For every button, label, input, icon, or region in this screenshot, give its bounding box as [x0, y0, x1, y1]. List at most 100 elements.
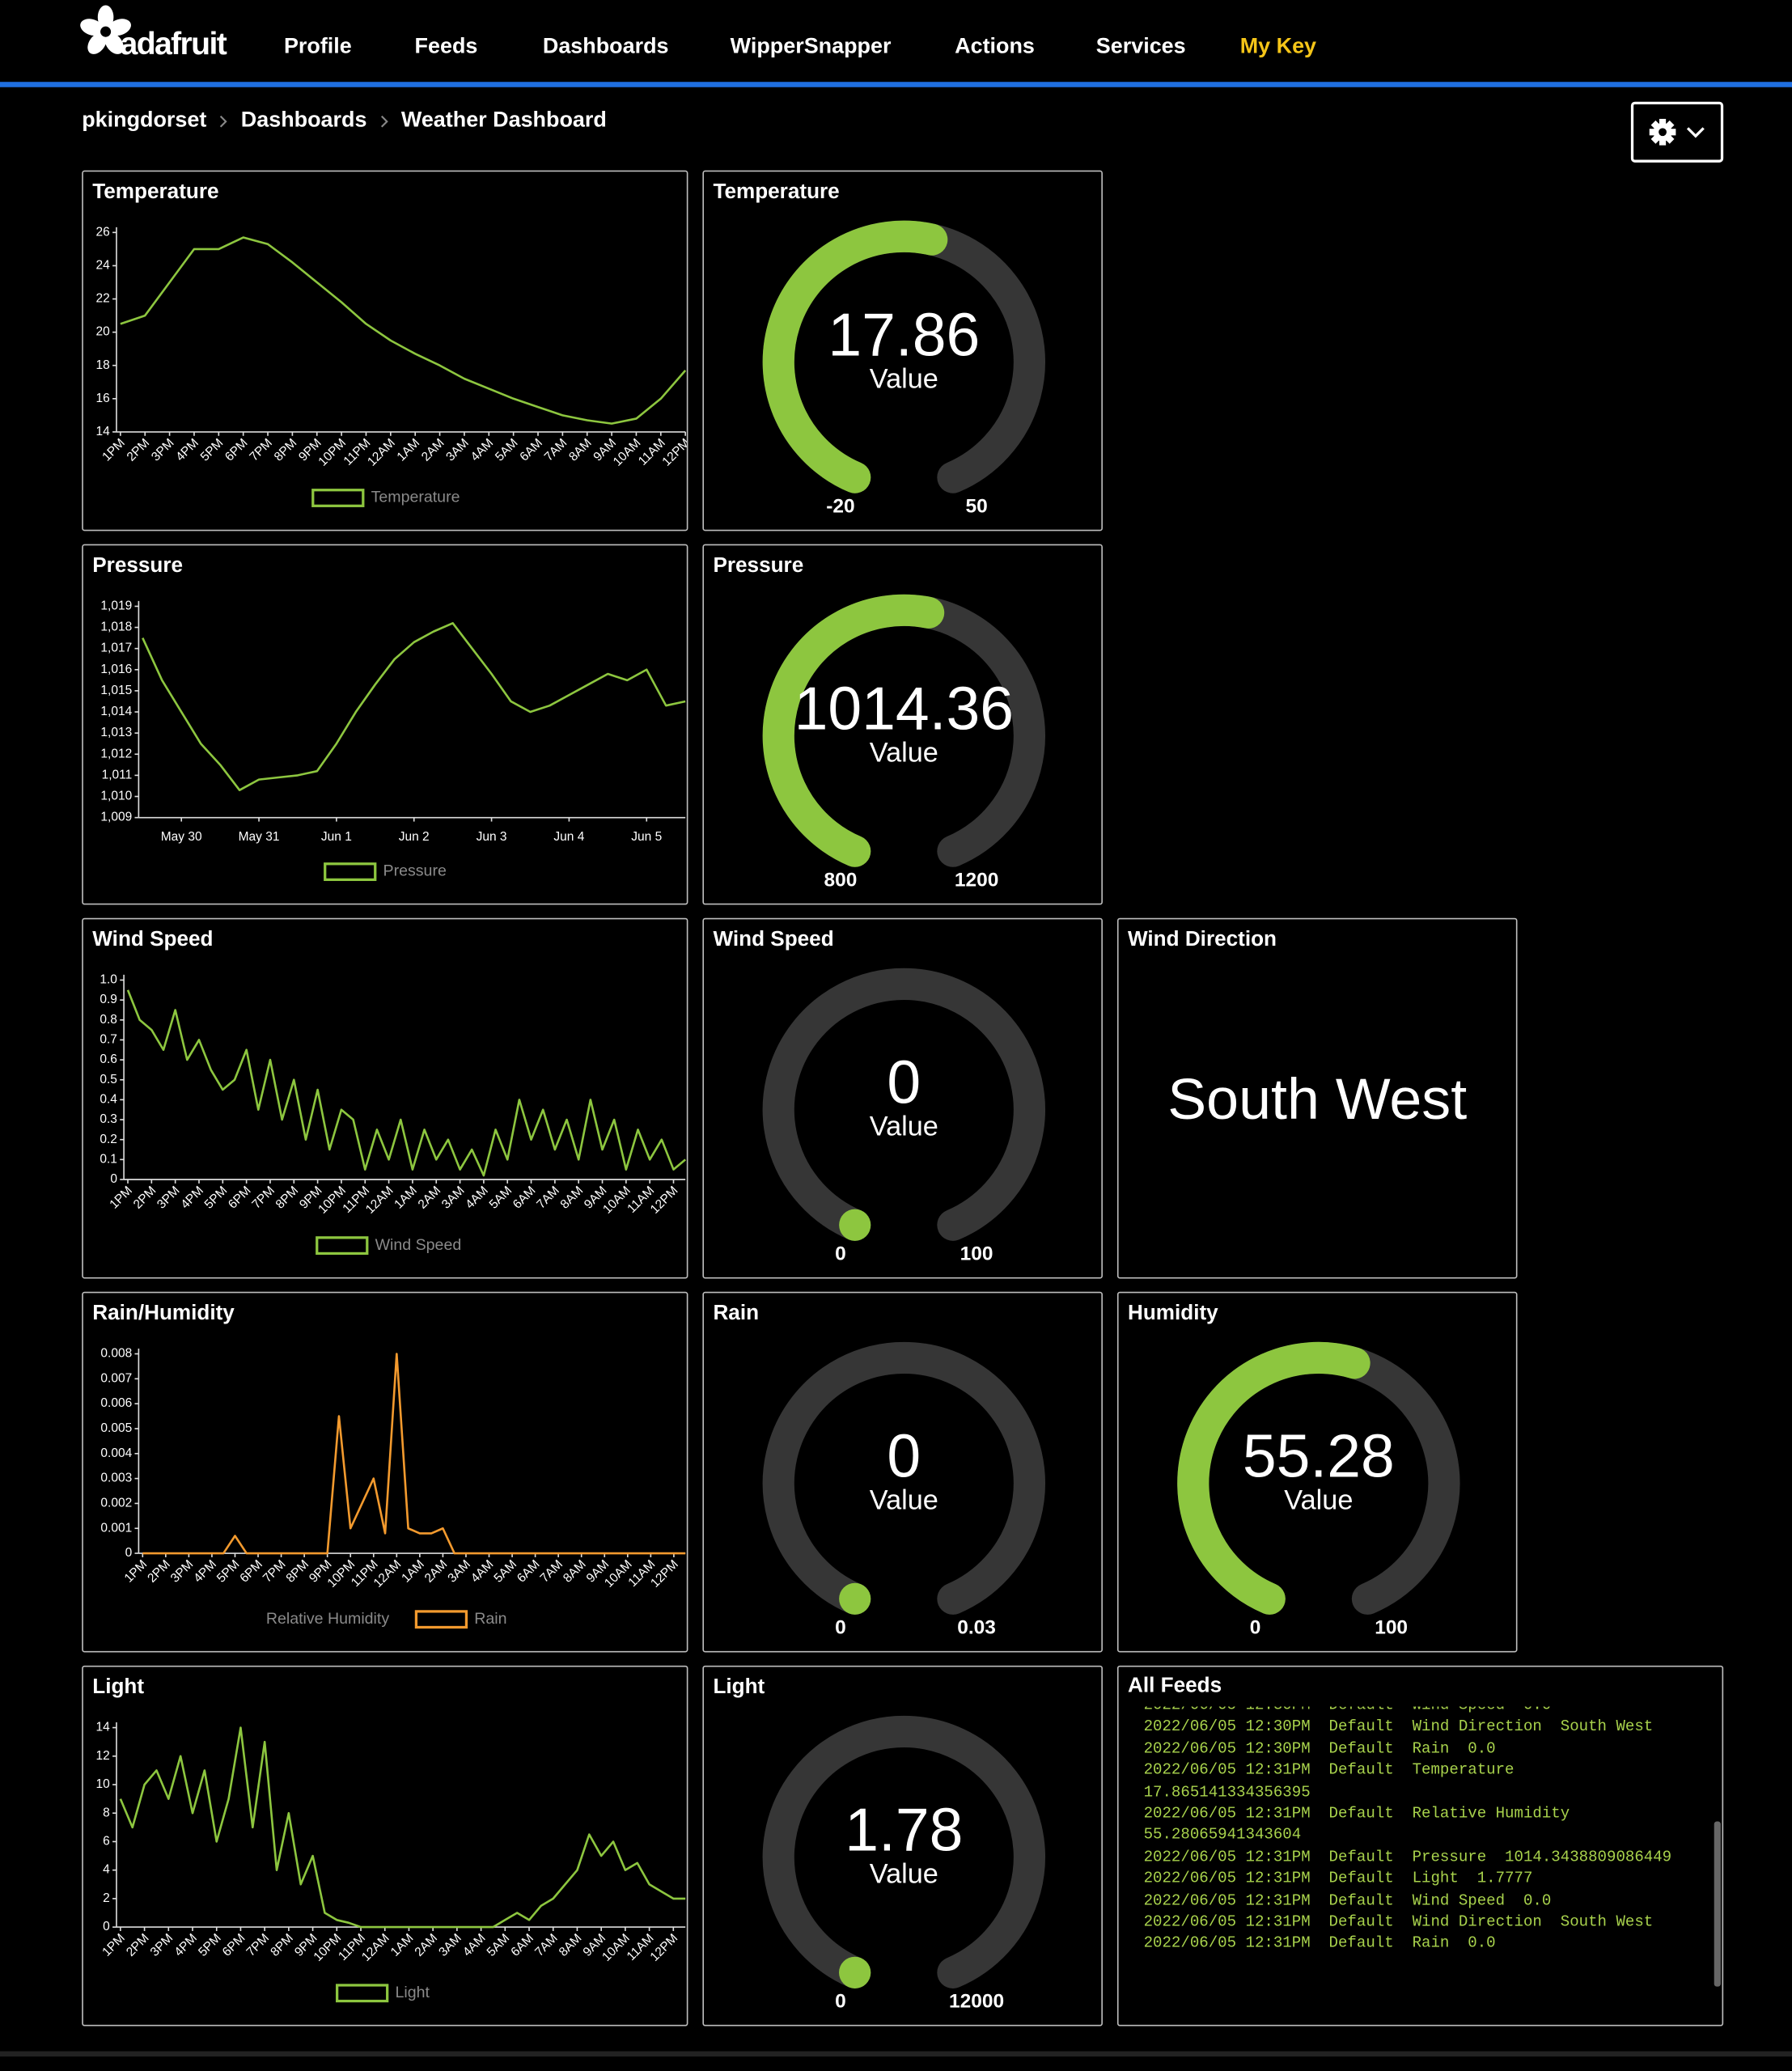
- gauge-value: 17.86: [828, 300, 980, 368]
- x-tick-label: 2PM: [131, 1184, 159, 1212]
- widget-text: South West: [1167, 1067, 1468, 1133]
- nav-link[interactable]: Actions: [955, 34, 1035, 58]
- logo-icon[interactable]: [79, 4, 132, 57]
- y-tick-label: 1,011: [102, 768, 133, 781]
- y-tick-label: 1,012: [100, 747, 132, 760]
- gauge-max: 12000: [949, 1991, 1004, 2013]
- footer-rule: [0, 2051, 1792, 2057]
- crumb[interactable]: pkingdorset: [82, 108, 207, 133]
- gauge-min: 0: [835, 1617, 846, 1639]
- nav-link[interactable]: Profile: [283, 34, 352, 58]
- data-line: [142, 1353, 686, 1555]
- widget-title: Humidity: [1127, 1302, 1218, 1325]
- x-tick-label: 5PM: [202, 1184, 231, 1212]
- feed-lines: 2022/06/05 12:30PM Default Wind Speed 0.…: [1144, 1706, 1672, 1955]
- key-link[interactable]: My Key: [1239, 34, 1317, 58]
- x-tick-label: Jun 2: [399, 830, 430, 844]
- x-tick-label: May 30: [161, 830, 202, 844]
- feed-line: 2022/06/05 12:31PM Default Temperature 1…: [1143, 1760, 1533, 1802]
- x-tick-label: 3PM: [168, 1557, 197, 1586]
- gauge-min: -20: [826, 495, 854, 517]
- x-tick-label: 6PM: [237, 1557, 265, 1586]
- widget-title: Wind Speed: [92, 928, 214, 951]
- widget-title: Rain/Humidity: [92, 1302, 235, 1325]
- nav-link[interactable]: Feeds: [414, 34, 478, 58]
- widget-title: All Feeds: [1127, 1675, 1222, 1698]
- chart: 0 0.001 0.002 0.003 0.004 0.005 0.006 0.007 0.00…: [100, 1347, 686, 1629]
- x-tick-label: 12PM: [648, 1931, 681, 1964]
- gear-icon: [1649, 118, 1705, 146]
- x-tick-label: 3PM: [148, 1931, 176, 1959]
- y-tick-label: 0.1: [100, 1152, 117, 1166]
- y-tick-label: 6: [103, 1835, 110, 1849]
- y-tick-label: 0.5: [100, 1073, 117, 1086]
- gauge-label: Value: [870, 363, 938, 394]
- nav-link[interactable]: WipperSnapper: [730, 34, 892, 58]
- gauge-widget: 55.28 Value 0 100 Humidity: [1116, 1291, 1518, 1653]
- gauge-value: 0: [887, 1422, 921, 1490]
- x-tick-label: 5PM: [214, 1557, 243, 1586]
- gauge-value: 1.78: [845, 1796, 963, 1864]
- legend-label: Rain: [474, 1610, 506, 1628]
- widget-title: Light: [713, 1675, 765, 1699]
- x-tick-label: 10AM: [599, 1931, 633, 1964]
- gauge-arc: [839, 1582, 871, 1615]
- x-tick-label: 4PM: [178, 1184, 206, 1212]
- x-tick-label: 5AM: [493, 436, 521, 464]
- gauge-widget: 0 Value 0 0.03 Rain: [702, 1291, 1103, 1653]
- x-tick-label: Jun 5: [631, 830, 662, 844]
- widget-title: Wind Speed: [713, 928, 834, 951]
- x-tick-label: 4PM: [173, 436, 201, 464]
- x-tick-label: 8PM: [284, 1557, 312, 1586]
- x-tick-label: Jun 4: [553, 830, 584, 844]
- x-tick-label: 12AM: [359, 1931, 392, 1964]
- y-tick-label: 0.3: [100, 1112, 117, 1126]
- gauge-label: Value: [870, 1858, 938, 1889]
- gauge-label: Value: [870, 1484, 938, 1515]
- x-tick-label: 3PM: [155, 1184, 183, 1212]
- gauge-track: [762, 1341, 1045, 1615]
- brand[interactable]: adafruit: [120, 26, 227, 62]
- gauge-label: Value: [870, 737, 938, 768]
- x-tick-label: 7PM: [249, 1184, 277, 1212]
- feed-line: 2022/06/05 12:31PM Default Wind Directio…: [1143, 1912, 1654, 1932]
- y-tick-label: 1,013: [100, 726, 132, 739]
- data-line: [142, 622, 686, 791]
- chart: 0 0.1 0.2 0.3 0.4 0.5 0.6 0.7 0.8 0.9 1.0 1PM2PM3PM…: [100, 973, 687, 1256]
- x-tick-label: 4PM: [172, 1931, 200, 1959]
- x-tick-label: 1PM: [100, 1931, 128, 1959]
- legend-label: Pressure: [383, 862, 447, 880]
- y-tick-label: 24: [96, 259, 111, 273]
- feed-line: 2022/06/05 12:31PM Default Pressure 1014…: [1143, 1847, 1672, 1866]
- x-tick-label: 2PM: [124, 1931, 152, 1959]
- feed-line: 2022/06/05 12:30PM Default Wind Directio…: [1143, 1717, 1654, 1737]
- x-tick-label: 4AM: [468, 1557, 497, 1586]
- y-tick-label: 14: [96, 1721, 111, 1734]
- x-tick-label: 7AM: [532, 1931, 561, 1959]
- x-tick-label: 8PM: [273, 1184, 302, 1212]
- settings-button[interactable]: [1630, 101, 1724, 163]
- crumb: Weather Dashboard: [400, 108, 607, 133]
- gauge-min: 0: [835, 1243, 846, 1265]
- x-tick-label: 6PM: [222, 436, 251, 464]
- gauge-label: Value: [870, 1111, 938, 1141]
- nav-link[interactable]: Dashboards: [542, 34, 669, 58]
- x-tick-label: 7PM: [261, 1557, 289, 1586]
- y-tick-label: 16: [96, 392, 110, 405]
- scrollbar[interactable]: [1714, 1821, 1721, 1987]
- x-tick-label: 4AM: [468, 436, 497, 464]
- header: [0, 0, 1792, 83]
- crumb[interactable]: Dashboards: [240, 108, 367, 133]
- y-tick-label: 20: [96, 325, 111, 339]
- chart-widget: 1,009 1,010 1,011 1,012 1,013 1,014 1,015 1,016…: [82, 544, 688, 905]
- nav-link[interactable]: Services: [1095, 34, 1186, 58]
- x-tick-label: 5PM: [196, 1931, 224, 1959]
- x-tick-label: 1AM: [392, 1184, 420, 1212]
- breadcrumb: pkingdorset Dashboards Weather Dashboard: [82, 108, 607, 133]
- gauge-max: 100: [960, 1243, 993, 1265]
- gauge-max: 0.03: [957, 1617, 996, 1639]
- x-tick-label: 7PM: [244, 1931, 273, 1959]
- y-tick-label: 1,017: [100, 642, 132, 655]
- x-tick-label: 6PM: [220, 1931, 248, 1959]
